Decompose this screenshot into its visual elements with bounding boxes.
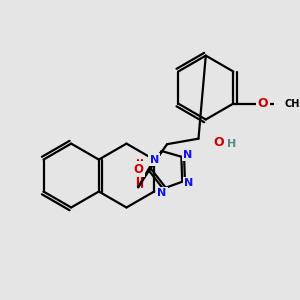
Text: CH₃: CH₃: [284, 98, 300, 109]
Text: N: N: [184, 178, 193, 188]
Text: O: O: [213, 136, 224, 149]
Text: O: O: [258, 97, 268, 110]
Text: H: H: [227, 139, 236, 149]
Text: N: N: [157, 188, 167, 198]
Text: N: N: [149, 154, 159, 165]
Text: N: N: [183, 150, 192, 160]
Text: O: O: [133, 163, 143, 176]
